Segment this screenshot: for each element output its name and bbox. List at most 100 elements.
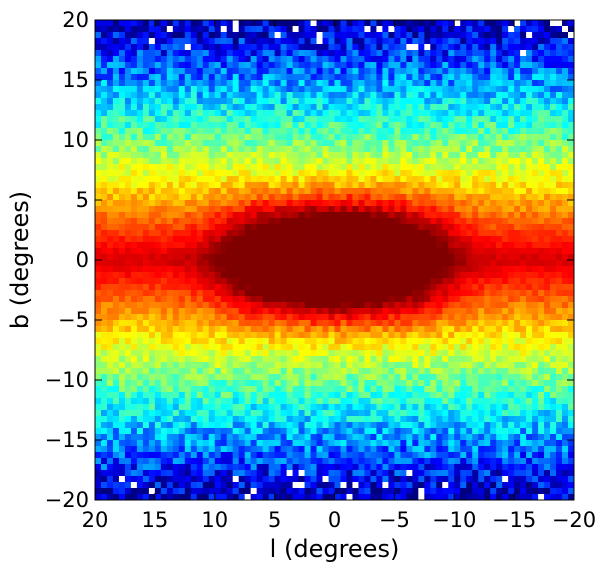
heatmap-cell bbox=[466, 290, 473, 297]
heatmap-cell bbox=[358, 74, 365, 81]
heatmap-cell bbox=[328, 20, 335, 27]
heatmap-cell bbox=[424, 188, 431, 195]
heatmap-cell bbox=[406, 38, 413, 45]
heatmap-cell bbox=[370, 170, 377, 177]
heatmap-cell bbox=[95, 86, 102, 93]
heatmap-cell bbox=[208, 380, 216, 387]
heatmap-cell bbox=[448, 254, 455, 261]
heatmap-cell bbox=[208, 152, 216, 159]
heatmap-cell bbox=[118, 140, 126, 147]
heatmap-cell bbox=[430, 110, 437, 117]
heatmap-cell bbox=[310, 242, 317, 249]
heatmap-cell bbox=[532, 290, 539, 297]
heatmap-cell bbox=[544, 50, 551, 57]
heatmap-cell bbox=[478, 218, 485, 225]
heatmap-cell bbox=[334, 38, 341, 45]
heatmap-cell bbox=[496, 308, 503, 315]
heatmap-cell bbox=[358, 68, 365, 75]
heatmap-cell bbox=[196, 122, 204, 129]
heatmap-cell bbox=[526, 134, 533, 141]
heatmap-cell bbox=[466, 26, 473, 33]
heatmap-cell bbox=[436, 236, 443, 243]
heatmap-cell bbox=[142, 116, 150, 123]
heatmap-cell bbox=[316, 20, 323, 27]
heatmap-cell bbox=[388, 290, 395, 297]
heatmap-cell bbox=[448, 134, 455, 141]
heatmap-cell bbox=[556, 56, 563, 63]
heatmap-cell bbox=[568, 182, 575, 189]
heatmap-cell bbox=[412, 338, 419, 345]
heatmap-cell bbox=[244, 224, 252, 231]
heatmap-cell bbox=[202, 194, 210, 201]
heatmap-cell bbox=[472, 272, 479, 279]
heatmap-cell bbox=[466, 50, 473, 57]
heatmap-cell bbox=[220, 332, 228, 339]
heatmap-cell bbox=[448, 218, 455, 225]
heatmap-cell bbox=[256, 26, 264, 33]
heatmap-cell bbox=[526, 122, 533, 129]
heatmap-cell bbox=[226, 50, 234, 57]
heatmap-cell bbox=[334, 32, 341, 39]
heatmap-cell bbox=[202, 290, 210, 297]
heatmap-cell bbox=[496, 230, 503, 237]
heatmap-cell bbox=[496, 272, 503, 279]
heatmap-cell bbox=[274, 350, 282, 357]
heatmap-cell bbox=[328, 86, 335, 93]
heatmap-cell bbox=[304, 248, 311, 255]
heatmap-cell bbox=[508, 158, 515, 165]
heatmap-cell bbox=[478, 344, 485, 351]
heatmap-cell bbox=[454, 134, 461, 141]
heatmap-cell bbox=[184, 20, 192, 27]
heatmap-cell bbox=[478, 200, 485, 207]
heatmap-cell bbox=[256, 116, 264, 123]
heatmap-cell bbox=[568, 284, 575, 291]
heatmap-cell bbox=[268, 128, 276, 135]
heatmap-cell bbox=[460, 20, 467, 27]
heatmap-cell bbox=[136, 326, 144, 333]
heatmap-cell bbox=[364, 212, 371, 219]
heatmap-cell bbox=[472, 104, 479, 111]
heatmap-cell bbox=[382, 98, 389, 105]
heatmap-cell bbox=[274, 176, 282, 183]
heatmap-cell bbox=[95, 254, 102, 261]
heatmap-cell bbox=[406, 242, 413, 249]
heatmap-cell bbox=[274, 152, 282, 159]
heatmap-cell bbox=[514, 284, 521, 291]
heatmap-cell bbox=[418, 320, 425, 327]
heatmap-cell bbox=[112, 110, 120, 117]
heatmap-cell bbox=[208, 128, 216, 135]
heatmap-cell bbox=[226, 134, 234, 141]
heatmap-cell bbox=[172, 50, 180, 57]
heatmap-cell bbox=[490, 32, 497, 39]
heatmap-cell bbox=[334, 182, 341, 189]
heatmap-cell bbox=[370, 314, 377, 321]
heatmap-cell bbox=[208, 350, 216, 357]
heatmap-cell bbox=[256, 308, 264, 315]
heatmap-cell bbox=[568, 98, 575, 105]
heatmap-cell bbox=[100, 146, 108, 153]
heatmap-cell bbox=[424, 230, 431, 237]
heatmap-cell bbox=[316, 140, 323, 147]
heatmap-cell bbox=[184, 230, 192, 237]
heatmap-cell bbox=[490, 164, 497, 171]
heatmap-cell bbox=[430, 128, 437, 135]
heatmap-cell bbox=[532, 26, 539, 33]
heatmap-cell bbox=[244, 332, 252, 339]
heatmap-cell bbox=[490, 260, 497, 267]
heatmap-cell bbox=[406, 272, 413, 279]
heatmap-cell bbox=[370, 200, 377, 207]
heatmap-cell bbox=[190, 260, 198, 267]
heatmap-cell bbox=[112, 248, 120, 255]
heatmap-cell bbox=[364, 86, 371, 93]
heatmap-cell bbox=[100, 266, 108, 273]
heatmap-cell bbox=[382, 314, 389, 321]
heatmap-cell bbox=[406, 314, 413, 321]
heatmap-cell bbox=[460, 164, 467, 171]
heatmap-cell bbox=[364, 164, 371, 171]
heatmap-cell bbox=[322, 248, 329, 255]
heatmap-cell bbox=[538, 350, 545, 357]
heatmap-cell bbox=[556, 332, 563, 339]
heatmap-cell bbox=[430, 284, 437, 291]
heatmap-cell bbox=[286, 68, 293, 75]
heatmap-cell bbox=[304, 182, 311, 189]
